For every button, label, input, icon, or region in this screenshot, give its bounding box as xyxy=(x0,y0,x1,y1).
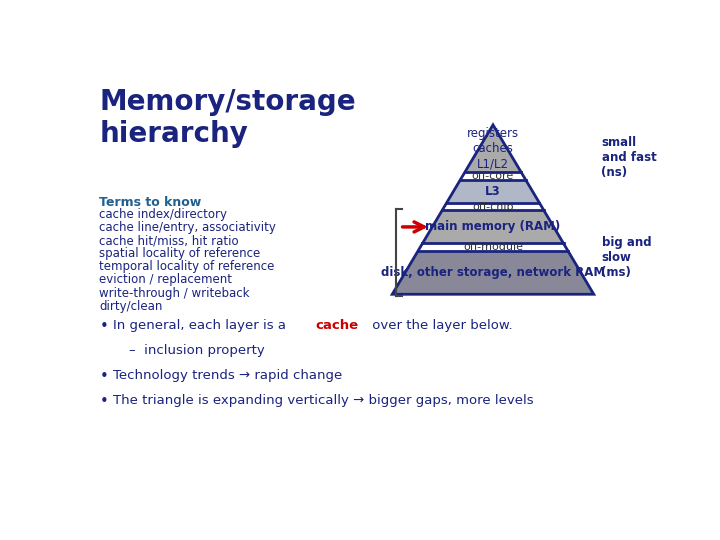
Text: small
and fast
(ns): small and fast (ns) xyxy=(601,136,656,179)
Text: over the layer below.: over the layer below. xyxy=(368,319,512,332)
Polygon shape xyxy=(423,211,564,244)
Text: registers
caches
L1/L2: registers caches L1/L2 xyxy=(467,127,519,170)
Text: cache: cache xyxy=(315,319,359,332)
Polygon shape xyxy=(418,244,568,251)
Polygon shape xyxy=(442,203,544,211)
Text: cache index/directory: cache index/directory xyxy=(99,208,228,221)
Text: off-core: off-core xyxy=(472,171,514,181)
Text: off-chip: off-chip xyxy=(472,201,514,212)
Text: –  inclusion property: – inclusion property xyxy=(129,343,264,356)
Polygon shape xyxy=(446,180,539,203)
Text: spatial locality of reference: spatial locality of reference xyxy=(99,247,261,260)
Text: dirty/clean: dirty/clean xyxy=(99,300,163,313)
Text: •: • xyxy=(99,369,108,384)
Text: L3: L3 xyxy=(485,185,501,198)
Text: •: • xyxy=(99,319,108,334)
Text: Terms to know: Terms to know xyxy=(99,195,202,208)
Text: The triangle is expanding vertically → bigger gaps, more levels: The triangle is expanding vertically → b… xyxy=(113,394,534,407)
Text: Memory/storage
hierarchy: Memory/storage hierarchy xyxy=(99,88,356,149)
Polygon shape xyxy=(465,125,521,172)
Text: big and
slow
(ms): big and slow (ms) xyxy=(601,236,651,279)
Text: •: • xyxy=(99,394,108,409)
Text: write-through / writeback: write-through / writeback xyxy=(99,287,250,300)
Text: main memory (RAM): main memory (RAM) xyxy=(426,220,561,233)
Text: eviction / replacement: eviction / replacement xyxy=(99,273,233,286)
Polygon shape xyxy=(460,172,526,180)
Text: off-module: off-module xyxy=(463,242,523,252)
Text: disk, other storage, network RAM: disk, other storage, network RAM xyxy=(381,266,605,279)
Text: Technology trends → rapid change: Technology trends → rapid change xyxy=(113,369,343,382)
Polygon shape xyxy=(392,251,594,294)
Text: cache hit/miss, hit ratio: cache hit/miss, hit ratio xyxy=(99,234,239,247)
Text: temporal locality of reference: temporal locality of reference xyxy=(99,260,274,273)
Text: cache line/entry, associativity: cache line/entry, associativity xyxy=(99,221,276,234)
Text: In general, each layer is a: In general, each layer is a xyxy=(113,319,290,332)
